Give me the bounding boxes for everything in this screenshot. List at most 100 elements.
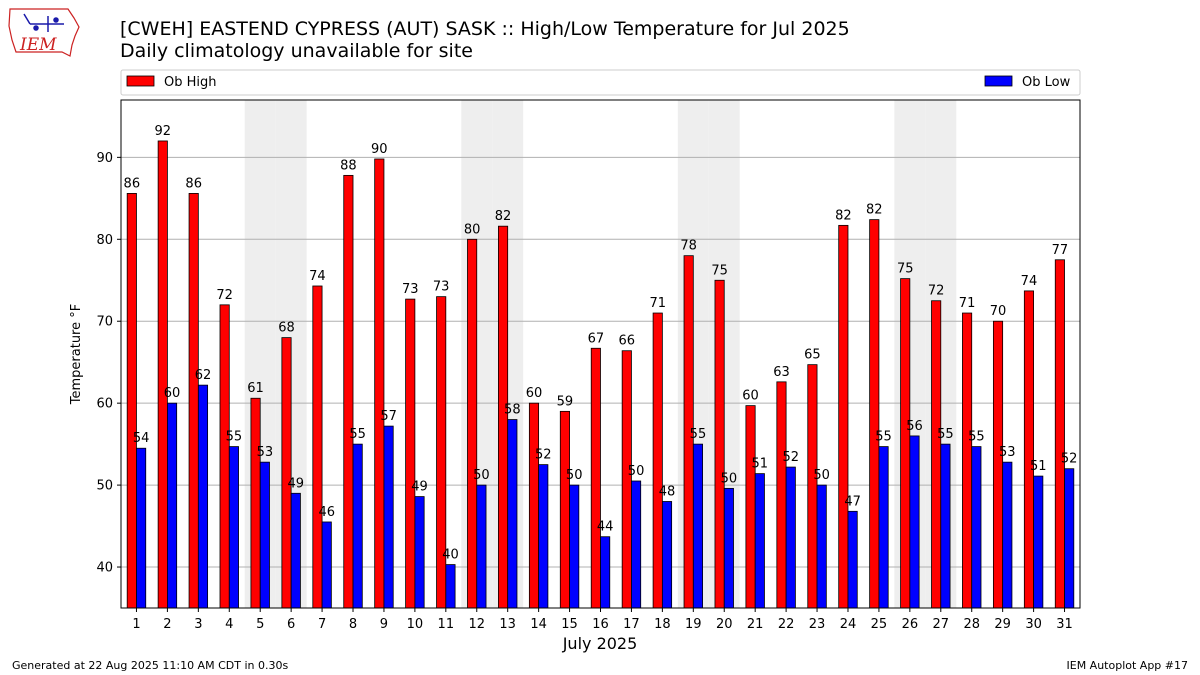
bar-high <box>590 347 601 609</box>
x-tick-label: 12 <box>468 617 485 632</box>
x-tick-label: 19 <box>685 617 702 632</box>
legend-frame <box>120 69 1081 96</box>
bar-high <box>126 193 137 609</box>
bar-label-high: 71 <box>959 296 976 311</box>
bar-low <box>816 484 827 609</box>
bar-low <box>538 464 549 609</box>
x-axis-title: July 2025 <box>562 634 638 653</box>
bar-label-low: 58 <box>504 403 521 418</box>
x-tick-label: 13 <box>499 617 516 632</box>
y-axis-title: Temperature °F <box>69 304 84 405</box>
x-tick-label: 2 <box>163 617 171 632</box>
x-tick-label: 17 <box>623 617 640 632</box>
bar-label-high: 63 <box>773 365 790 380</box>
bar-low <box>136 447 147 609</box>
bar-label-low: 55 <box>937 427 954 442</box>
iem-logo: IEM <box>8 8 80 57</box>
bar-label-low: 52 <box>535 448 552 463</box>
bar-label-low: 60 <box>164 386 181 401</box>
x-tick-label: 20 <box>716 617 733 632</box>
x-tick-label: 30 <box>1025 617 1042 632</box>
bar-high <box>281 337 292 609</box>
bar-label-high: 66 <box>619 334 636 349</box>
legend-label-high: Ob High <box>164 75 217 90</box>
x-tick-label: 3 <box>194 617 202 632</box>
y-tick-label: 40 <box>96 561 113 576</box>
bar-high <box>931 300 942 609</box>
bar-label-high: 60 <box>526 386 543 401</box>
x-tick-label: 21 <box>747 617 764 632</box>
x-tick-label: 27 <box>933 617 950 632</box>
x-tick-label: 31 <box>1056 617 1073 632</box>
chart-title: [CWEH] EASTEND CYPRESS (AUT) SASK :: Hig… <box>120 18 850 40</box>
bar-low <box>847 510 858 609</box>
x-tick-label: 18 <box>654 617 671 632</box>
y-tick-label: 60 <box>96 397 113 412</box>
x-tick-label: 7 <box>318 617 326 632</box>
bar-low <box>785 466 796 609</box>
bar-label-low: 54 <box>133 431 150 446</box>
x-tick-label: 26 <box>902 617 919 632</box>
y-tick-label: 80 <box>96 233 113 248</box>
bar-label-low: 47 <box>844 494 861 509</box>
y-tick-label: 90 <box>96 151 113 166</box>
bar-label-high: 65 <box>804 348 821 363</box>
bar-low <box>631 480 642 609</box>
bar-label-low: 50 <box>813 468 830 483</box>
bar-high <box>528 402 540 609</box>
bar-label-high: 80 <box>464 222 481 237</box>
bar-low <box>197 384 209 609</box>
x-tick-label: 1 <box>132 617 140 632</box>
bar-label-high: 60 <box>742 389 759 404</box>
bar-low <box>383 425 394 609</box>
bar-label-high: 75 <box>711 263 728 278</box>
footer-generated: Generated at 22 Aug 2025 11:10 AM CDT in… <box>12 659 288 672</box>
x-axis-ticks: 1 2 3 4 5 6 7 8 9 10 11 12 13 14 15 16 17 18 19 20 21 22 23 24 2… <box>132 608 1073 632</box>
bar-high <box>776 381 787 609</box>
bar-label-low: 53 <box>257 445 274 460</box>
bar-label-low: 50 <box>721 471 738 486</box>
bar-label-low: 49 <box>411 480 428 495</box>
bar-label-high: 82 <box>835 208 852 223</box>
bar-high <box>188 193 199 609</box>
bar-label-low: 62 <box>195 368 212 383</box>
bar-low <box>723 487 734 609</box>
bar-label-high: 74 <box>309 269 326 284</box>
y-tick-label: 50 <box>96 479 113 494</box>
bar-low <box>290 492 301 609</box>
bar-label-high: 72 <box>216 288 233 303</box>
bar-low <box>1064 468 1075 609</box>
bar-low <box>569 484 580 609</box>
bar-high <box>467 238 478 609</box>
bar-label-high: 70 <box>990 304 1007 319</box>
bar-label-low: 55 <box>968 430 985 445</box>
legend: Ob High Ob Low <box>120 69 1081 96</box>
x-tick-label: 23 <box>809 617 826 632</box>
x-tick-label: 24 <box>840 617 857 632</box>
bar-label-high: 68 <box>278 321 295 336</box>
bar-label-low: 57 <box>380 409 397 424</box>
bar-label-low: 55 <box>690 427 707 442</box>
bar-label-low: 50 <box>473 468 490 483</box>
bar-low <box>909 435 920 609</box>
bar-high <box>374 158 385 609</box>
iowa-outline-icon <box>8 8 80 57</box>
bar-label-low: 49 <box>288 476 305 491</box>
bar-high <box>992 320 1004 609</box>
y-tick-label: 70 <box>96 315 113 330</box>
bar-low <box>971 446 982 609</box>
bar-label-low: 46 <box>318 505 335 520</box>
x-tick-label: 4 <box>225 617 233 632</box>
bar-low <box>1002 461 1013 609</box>
bar-label-high: 75 <box>897 262 914 277</box>
bar-high <box>405 298 416 609</box>
x-tick-label: 10 <box>407 617 424 632</box>
bar-high <box>219 304 230 609</box>
bar-label-high: 74 <box>1021 274 1038 289</box>
bar-low <box>878 446 889 609</box>
bar-label-high: 92 <box>154 124 171 139</box>
x-tick-label: 14 <box>530 617 547 632</box>
legend-label-low: Ob Low <box>1022 75 1071 90</box>
bar-label-low: 53 <box>999 445 1016 460</box>
